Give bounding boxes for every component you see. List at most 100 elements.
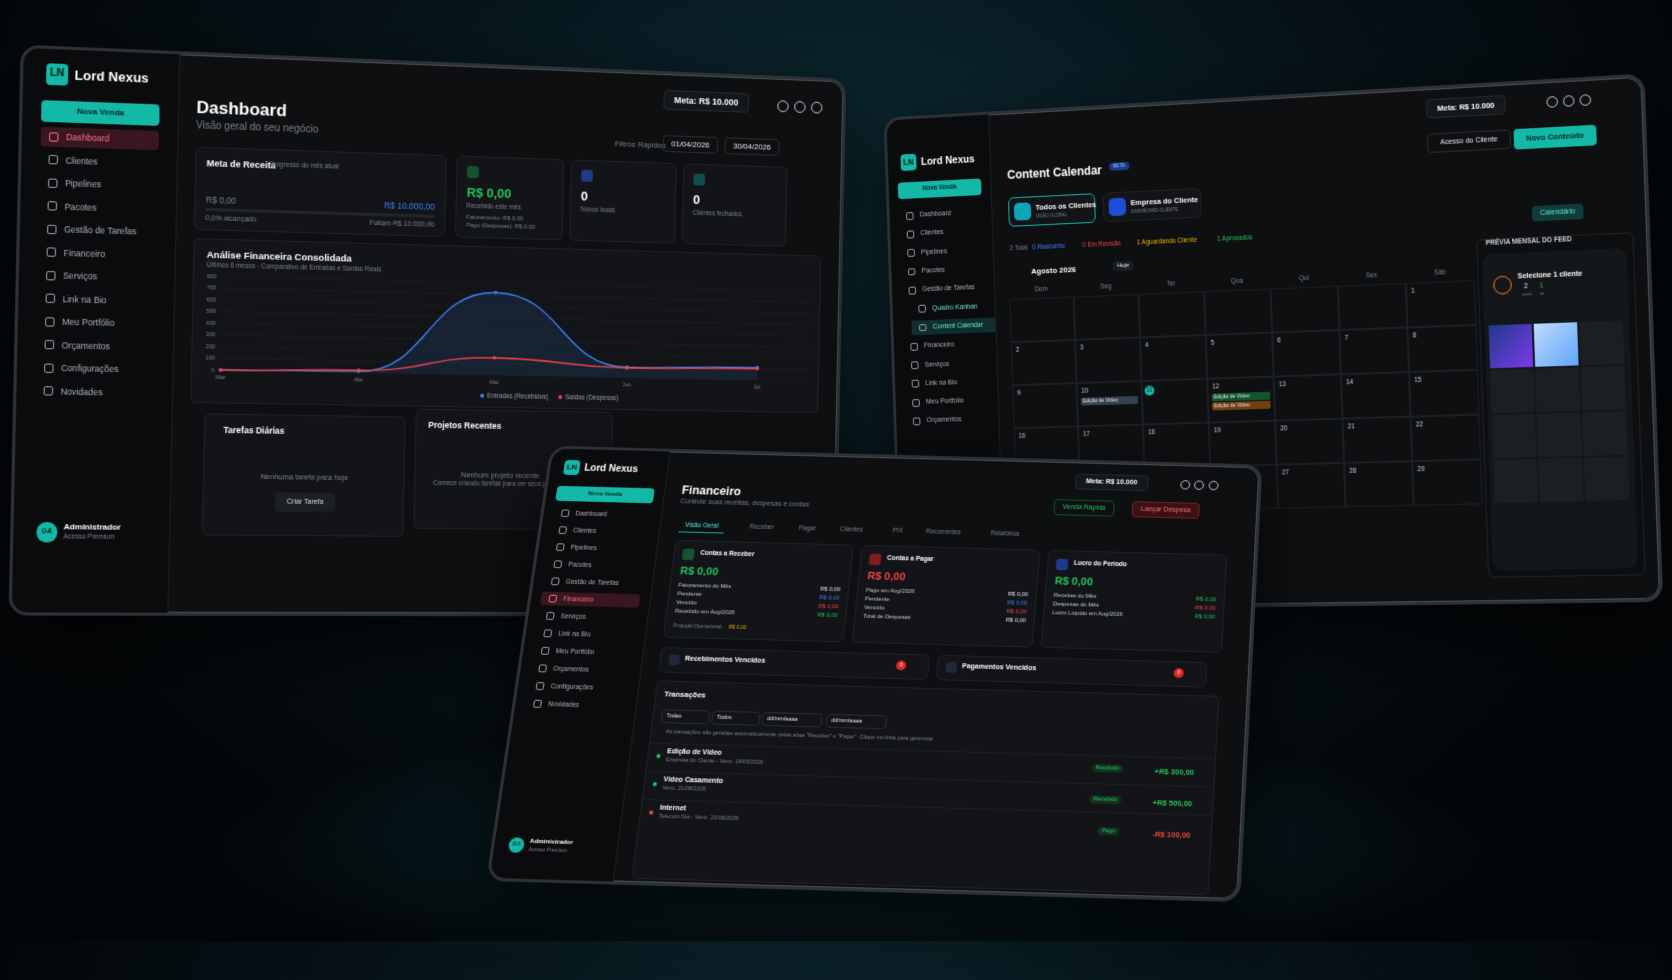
nav-item[interactable]: Link na Bio	[535, 626, 636, 642]
day-cell[interactable]: 12 Edição de Vídeo Edição de Vídeo	[1207, 377, 1275, 423]
nav-item[interactable]: Dashboard	[41, 127, 160, 150]
nav-item[interactable]: Novidades	[524, 697, 626, 714]
day-cell[interactable]: 13	[1274, 374, 1343, 420]
nav-item[interactable]: Gestão de Tarefas	[39, 219, 158, 241]
toolbar-icon[interactable]	[1194, 480, 1204, 490]
toolbar-icon[interactable]	[1580, 94, 1592, 106]
day-cell[interactable]	[1139, 291, 1206, 337]
nav-item[interactable]: Novidades	[35, 381, 154, 402]
day-cell[interactable]: 8	[1407, 325, 1477, 372]
day-cell[interactable]: 20	[1275, 419, 1344, 465]
new-sale-button[interactable]: Nova Venda	[898, 179, 982, 200]
new-sale-button[interactable]: Nova Venda	[41, 100, 160, 126]
day-cell[interactable]: 5	[1206, 333, 1274, 379]
nav-item[interactable]: Content Calendar	[911, 317, 995, 335]
toolbar-icon[interactable]	[811, 102, 822, 114]
toolbar-icon[interactable]	[1563, 95, 1575, 107]
day-cell[interactable]: 27	[1277, 463, 1346, 509]
day-cell[interactable]: 6	[1272, 330, 1341, 377]
tab[interactable]: Receber	[743, 521, 780, 534]
toolbar-icon[interactable]	[1546, 96, 1558, 108]
day-cell[interactable]: 28	[1344, 461, 1414, 507]
client-filter[interactable]: Todos os Clientes VISÃO GLOBAL	[1008, 193, 1096, 227]
transaction-filter[interactable]: Todos	[711, 711, 761, 726]
tab[interactable]: Clientes	[833, 523, 869, 536]
day-cell[interactable]: 19	[1209, 421, 1277, 467]
calendar-button[interactable]: Calendário	[1532, 204, 1584, 222]
nav-item[interactable]: Meu Portfólio	[905, 393, 989, 411]
day-cell[interactable]	[1204, 289, 1272, 335]
nav-item[interactable]: Configurações	[527, 679, 629, 696]
nav-item[interactable]: Link na Bio	[904, 374, 988, 392]
nav-item[interactable]: Financeiro	[540, 592, 641, 608]
day-cell[interactable]: 21	[1342, 417, 1412, 463]
nav-item[interactable]: Pipelines	[40, 173, 159, 196]
nav-item[interactable]: Orçamentos	[905, 412, 989, 429]
day-cell[interactable]	[1074, 294, 1140, 340]
nav-item[interactable]: Financeiro	[38, 242, 157, 264]
tab[interactable]: PIX	[886, 525, 909, 538]
event-chip[interactable]: Edição de Vídeo	[1212, 401, 1271, 411]
day-cell[interactable]: 14	[1341, 372, 1411, 419]
nav-item[interactable]: Clientes	[40, 150, 159, 173]
nav-item[interactable]: Pipelines	[548, 540, 648, 556]
overdue-bar[interactable]: Recebimentos Vencidos 0	[658, 647, 930, 680]
transaction-filter[interactable]: Todas	[661, 709, 711, 724]
nav-item[interactable]: Dashboard	[553, 506, 652, 522]
nav-item[interactable]: Clientes	[550, 523, 650, 539]
nav-item[interactable]: Gestão de Tarefas	[901, 280, 985, 298]
day-cell[interactable]: 9	[1012, 383, 1078, 428]
nav-item[interactable]: Orçamentos	[530, 661, 632, 677]
toolbar-icon[interactable]	[1180, 480, 1190, 490]
day-cell[interactable]: 22	[1411, 415, 1481, 462]
day-cell[interactable]: 4	[1140, 335, 1207, 381]
day-cell[interactable]: 3	[1075, 337, 1141, 383]
client-filter[interactable]: Empresa do Cliente DASHBOARD-CLIENTE	[1102, 188, 1201, 222]
nav-item[interactable]: Clientes	[899, 224, 983, 243]
day-cell[interactable]	[1338, 283, 1408, 330]
day-cell[interactable]: 10 Edição de Vídeo	[1077, 381, 1143, 426]
nav-item[interactable]: Pacotes	[545, 557, 645, 573]
quick-sale-button[interactable]: Venda Rápida	[1053, 499, 1115, 517]
day-cell[interactable]: 7	[1339, 328, 1409, 375]
tab[interactable]: Visão Geral	[678, 519, 725, 533]
nav-item[interactable]: Orçamentos	[36, 335, 155, 356]
day-cell[interactable]: 1	[1406, 280, 1476, 327]
nav-item[interactable]: Dashboard	[899, 205, 983, 224]
day-cell[interactable]: 2	[1011, 340, 1077, 385]
day-cell[interactable]	[1009, 297, 1075, 343]
overdue-bar[interactable]: Pagamentos Vencidos 0	[936, 655, 1208, 688]
nav-item[interactable]: Serviços	[38, 266, 157, 288]
nav-item[interactable]: Pacotes	[39, 196, 158, 218]
tab[interactable]: Relatórios	[984, 527, 1026, 540]
nav-item[interactable]: Pipelines	[900, 242, 984, 261]
tab[interactable]: Pagar	[792, 522, 822, 535]
nav-item[interactable]: Configurações	[36, 358, 155, 379]
nav-item[interactable]: Meu Portfólio	[37, 312, 156, 334]
event-chip[interactable]: Edição de Vídeo	[1081, 396, 1139, 406]
transaction-filter[interactable]: dd/mm/aaaa	[825, 714, 887, 730]
nav-item[interactable]: Serviços	[903, 355, 987, 373]
create-task-button[interactable]: Criar Tarefa	[274, 492, 335, 512]
day-cell[interactable]: 15	[1409, 370, 1479, 417]
nav-item[interactable]: Link na Bio	[37, 289, 156, 311]
toolbar-icon[interactable]	[1208, 481, 1218, 491]
nav-item[interactable]: Financeiro	[903, 336, 987, 354]
today-button[interactable]: Hoje	[1112, 261, 1134, 272]
day-cell[interactable]	[1271, 286, 1340, 333]
nav-item[interactable]: Gestão de Tarefas	[543, 574, 643, 590]
tab[interactable]: Recorrentes	[920, 526, 968, 540]
toolbar-icon[interactable]	[777, 100, 789, 112]
day-cell[interactable]: 11	[1141, 379, 1208, 425]
nav-item[interactable]: Serviços	[537, 609, 638, 625]
toolbar-icon[interactable]	[794, 101, 805, 113]
new-sale-button[interactable]: Nova Venda	[555, 486, 654, 504]
nav-item[interactable]: Quadro Kanban	[911, 298, 995, 316]
new-content-button[interactable]: Novo Conteúdo	[1513, 125, 1596, 150]
nav-item[interactable]: Meu Portfólio	[532, 644, 633, 660]
nav-item[interactable]: Pacotes	[900, 261, 984, 280]
client-access-button[interactable]: Acesso do Cliente	[1427, 129, 1511, 153]
transaction-filter[interactable]: dd/mm/aaaa	[761, 712, 823, 728]
day-cell[interactable]: 29	[1412, 459, 1482, 505]
add-expense-button[interactable]: Lançar Despesa	[1131, 501, 1199, 519]
